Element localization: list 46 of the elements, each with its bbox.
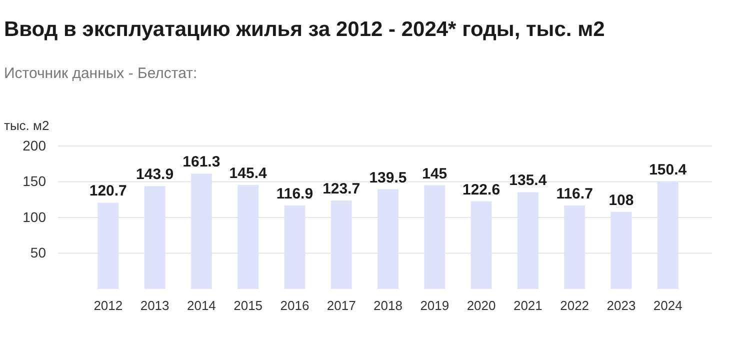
x-tick-label: 2023 [606,298,636,314]
data-label: 145.4 [229,165,268,182]
x-tick-label: 2014 [186,298,216,314]
y-tick-label: 150 [22,173,46,190]
data-label: 120.7 [89,182,127,200]
x-tick-label: 2013 [140,298,170,314]
bar [238,185,259,289]
chart-title: Ввод в эксплуатацию жилья за 2012 - 2024* годы, тыс. м2 [4,18,605,41]
data-label: 161.3 [182,154,220,171]
x-tick-label: 2020 [466,298,496,314]
data-label: 150.4 [649,161,688,178]
data-label: 123.7 [322,180,360,198]
bar [144,186,166,289]
x-tick-label: 2018 [374,298,402,314]
x-tick-label: 2016 [280,298,310,314]
y-tick-label: 50 [30,244,46,261]
bar [657,181,678,289]
y-tick-label: 200 [22,137,46,154]
bar [564,206,586,289]
data-label: 108 [608,192,634,209]
x-tick-label: 2021 [513,298,542,314]
x-tick-label: 2015 [234,298,263,314]
bar [284,205,306,289]
bar [378,189,398,289]
data-label: 116.7 [556,186,593,203]
x-tick-label: 2017 [326,298,356,314]
bar [424,185,446,289]
data-label: 145 [422,165,448,182]
data-label: 139.5 [369,169,407,186]
bar [98,202,119,289]
bar [190,174,212,289]
y-axis-title: тыс. м2 [4,118,50,133]
chart-subtitle: Источник данных - Белстат: [4,65,198,82]
data-label: 135.4 [509,172,548,190]
bar [517,192,538,289]
bar [470,201,492,289]
x-tick-label: 2022 [560,298,590,314]
data-label: 122.6 [462,181,500,198]
x-tick-label: 2012 [94,298,123,314]
data-label: 143.9 [136,166,174,184]
bar [610,212,632,289]
x-tick-label: 2019 [420,298,450,314]
y-tick-label: 100 [22,208,46,225]
data-label: 116.9 [276,185,314,202]
bar [330,200,352,289]
x-tick-label: 2024 [653,298,682,314]
